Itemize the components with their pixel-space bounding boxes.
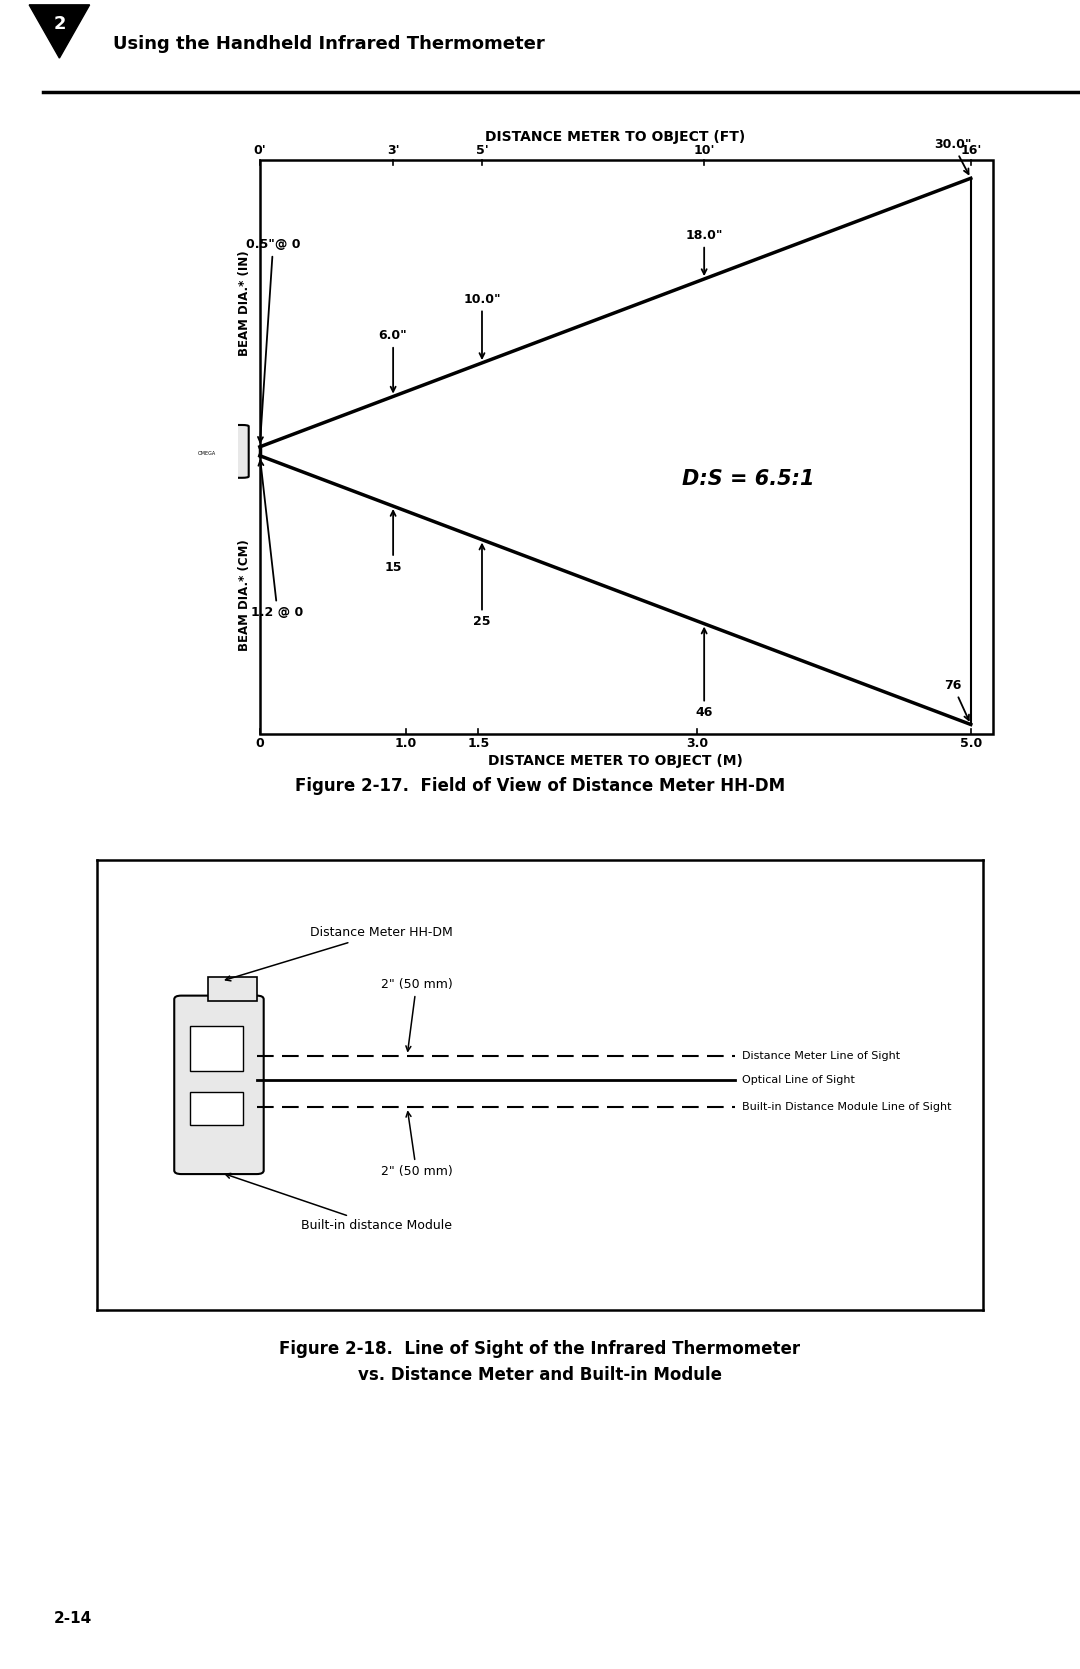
Bar [191,461,222,469]
Text: 2" (50 mm): 2" (50 mm) [380,978,453,1051]
Text: 30.0": 30.0" [934,139,972,174]
Bar [185,459,229,469]
FancyBboxPatch shape [174,996,264,1173]
Text: 0: 0 [256,738,265,751]
Text: Built-in Distance Module Line of Sight: Built-in Distance Module Line of Sight [742,1103,951,1112]
Text: Distance Meter Line of Sight: Distance Meter Line of Sight [742,1050,900,1060]
Text: 18.0": 18.0" [686,229,723,274]
Text: 3': 3' [387,144,400,157]
Text: 1.5: 1.5 [468,738,489,751]
Text: 46: 46 [696,629,713,719]
Text: 10.0": 10.0" [463,292,501,359]
Text: Using the Handheld Infrared Thermometer: Using the Handheld Infrared Thermometer [113,35,545,52]
Text: 6.0": 6.0" [379,329,407,392]
Bar [185,434,229,447]
Text: 10': 10' [693,144,715,157]
Text: Distance Meter HH-DM: Distance Meter HH-DM [226,926,453,981]
Text: 5': 5' [475,144,488,157]
Bar [208,436,227,446]
Text: Built-in distance Module: Built-in distance Module [226,1173,451,1232]
Text: 3.0: 3.0 [686,738,708,751]
Text: 2" (50 mm): 2" (50 mm) [380,1112,453,1178]
Text: 15: 15 [384,511,402,574]
Bar [187,436,204,446]
Text: Figure 2-17.  Field of View of Distance Meter HH-DM: Figure 2-17. Field of View of Distance M… [295,778,785,794]
Text: 1.0: 1.0 [394,738,417,751]
Bar [187,421,227,427]
Text: 16': 16' [960,144,982,157]
Text: 1.2 @ 0: 1.2 @ 0 [252,461,303,619]
Text: DISTANCE METER TO OBJECT (FT): DISTANCE METER TO OBJECT (FT) [485,130,745,144]
Bar [190,1092,243,1125]
Text: 0.5"@ 0: 0.5"@ 0 [246,239,300,442]
Text: D:S = 6.5:1: D:S = 6.5:1 [683,469,814,489]
FancyBboxPatch shape [164,426,248,477]
Text: 76: 76 [944,679,969,719]
Text: DISTANCE METER TO OBJECT (M): DISTANCE METER TO OBJECT (M) [488,754,743,768]
Bar [207,976,257,1001]
Text: 0': 0' [254,144,266,157]
Bar [190,1026,243,1071]
Polygon shape [29,5,90,58]
Text: OMEGA: OMEGA [198,451,216,456]
Text: Optical Line of Sight: Optical Line of Sight [742,1075,854,1085]
Text: 25: 25 [473,544,490,628]
Text: 2: 2 [53,15,66,33]
Text: BEAM DIA.* (CM): BEAM DIA.* (CM) [238,539,251,651]
Text: 2-14: 2-14 [54,1612,92,1626]
Text: BEAM DIA.* (IN): BEAM DIA.* (IN) [238,250,251,355]
Text: Figure 2-18.  Line of Sight of the Infrared Thermometer
vs. Distance Meter and B: Figure 2-18. Line of Sight of the Infrar… [280,1340,800,1384]
Text: 5.0: 5.0 [960,738,982,751]
